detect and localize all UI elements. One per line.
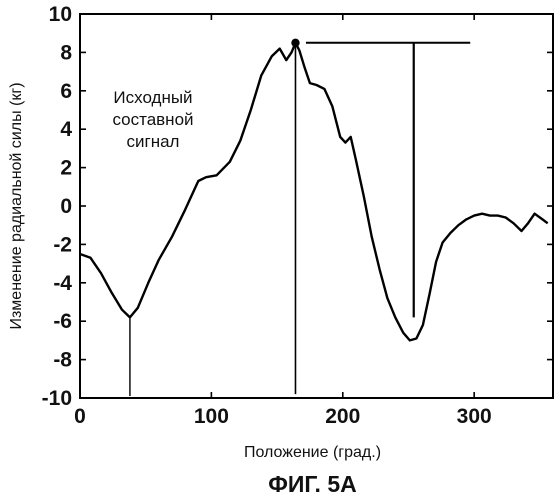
y-tick-label: 8 bbox=[60, 41, 72, 64]
y-tick-label: 4 bbox=[60, 118, 72, 141]
y-tick-label: 6 bbox=[60, 80, 72, 103]
plot-area bbox=[80, 14, 553, 398]
x-tick-label: 0 bbox=[74, 405, 86, 428]
y-tick-label: 0 bbox=[60, 195, 72, 218]
y-tick-label: -8 bbox=[53, 349, 72, 372]
annotation-line-3: сигнал bbox=[127, 132, 180, 151]
y-axis-title: Изменение радиальной силы (кг) bbox=[8, 82, 25, 329]
x-tick-label: 200 bbox=[325, 405, 360, 428]
y-tick-label: 2 bbox=[60, 157, 72, 180]
annotation-line-2: составной bbox=[112, 110, 193, 129]
y-tick-label: -2 bbox=[53, 233, 72, 256]
y-tick-label: 10 bbox=[49, 3, 72, 26]
y-tick-label: -10 bbox=[42, 387, 72, 410]
y-tick-label: -6 bbox=[53, 310, 72, 333]
y-tick-label: -4 bbox=[53, 272, 72, 295]
annotation-line-1: Исходный bbox=[113, 88, 192, 107]
x-tick-label: 300 bbox=[457, 405, 492, 428]
x-axis-title: Положение (град.) bbox=[244, 444, 381, 461]
x-tick-label: 100 bbox=[194, 405, 229, 428]
figure-caption: ФИГ. 5А bbox=[268, 471, 357, 497]
